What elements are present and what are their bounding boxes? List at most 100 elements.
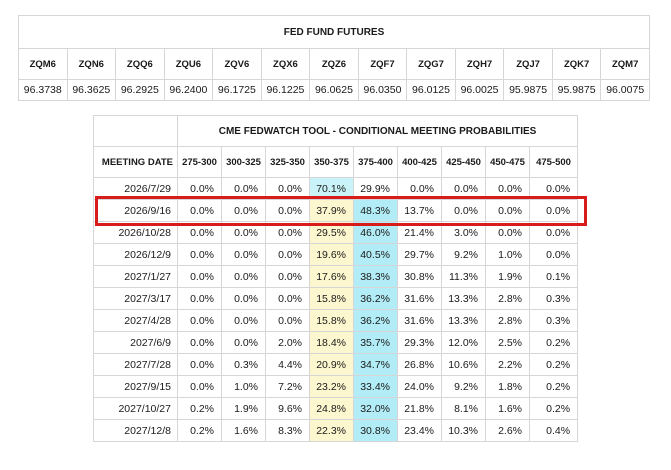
probability-cell: 9.2% — [441, 375, 486, 398]
probability-cell: 0.3% — [528, 309, 579, 332]
probability-cell: 20.9% — [309, 353, 354, 376]
probability-cell: 31.6% — [397, 287, 442, 310]
meeting-date: 2026/7/29 — [93, 177, 178, 200]
probability-cell: 0.0% — [221, 221, 266, 244]
probability-cell: 4.4% — [265, 353, 310, 376]
table-row: 2027/6/9 0.0% 0.0% 2.0% 18.4% 35.7% 29.3% 12.0%… — [93, 331, 579, 354]
probability-cell: 23.4% — [397, 419, 442, 442]
meeting-date: 2027/10/27 — [93, 397, 178, 420]
meeting-date-header: MEETING DATE — [93, 146, 178, 178]
probability-cell: 2.8% — [485, 287, 530, 310]
probability-cell: 2.8% — [485, 309, 530, 332]
probability-cell: 1.0% — [221, 375, 266, 398]
contract-header: ZQF7 — [357, 48, 408, 80]
probability-cell: 36.2% — [353, 309, 398, 332]
probability-cell: 0.0% — [177, 199, 222, 222]
probability-cell: 0.0% — [265, 221, 310, 244]
table-row: 2026/7/29 0.0% 0.0% 0.0% 70.1% 29.9% 0.0% 0.0% 0… — [93, 177, 579, 200]
probability-cell: 0.0% — [221, 309, 266, 332]
probability-cell: 0.0% — [528, 177, 579, 200]
probability-cell: 0.0% — [265, 243, 310, 266]
table-row: 2027/4/28 0.0% 0.0% 0.0% 15.8% 36.2% 31.6% 13.3… — [93, 309, 579, 332]
probability-cell: 30.8% — [397, 265, 442, 288]
probability-cell: 38.3% — [353, 265, 398, 288]
contract-price: 96.0350 — [357, 79, 408, 101]
probability-cell: 17.6% — [309, 265, 354, 288]
probability-cell: 0.0% — [221, 243, 266, 266]
probability-cell: 0.0% — [528, 199, 579, 222]
probability-cell: 0.0% — [441, 177, 486, 200]
corner-blank-cell — [93, 115, 178, 147]
probability-cell: 1.6% — [485, 397, 530, 420]
probability-cell: 0.0% — [177, 177, 222, 200]
probability-cell: 0.2% — [177, 397, 222, 420]
probability-cell: 48.3% — [353, 199, 398, 222]
rate-range-header: 425-450 — [441, 146, 486, 178]
probability-cell: 0.0% — [528, 243, 579, 266]
contract-header: ZQU6 — [163, 48, 214, 80]
probability-cell: 1.9% — [485, 265, 530, 288]
meeting-date: 2026/10/28 — [93, 221, 178, 244]
probability-cell: 33.4% — [353, 375, 398, 398]
meeting-date: 2027/12/8 — [93, 419, 178, 442]
probability-cell: 0.0% — [177, 287, 222, 310]
probability-cell: 0.2% — [177, 419, 222, 442]
probability-cell: 0.0% — [177, 353, 222, 376]
probability-cell: 0.3% — [528, 287, 579, 310]
probability-cell: 8.1% — [441, 397, 486, 420]
probability-cell: 0.0% — [485, 221, 530, 244]
meeting-date: 2027/6/9 — [93, 331, 178, 354]
probability-cell: 1.6% — [221, 419, 266, 442]
probability-cell: 0.0% — [177, 331, 222, 354]
table-row: 2027/3/17 0.0% 0.0% 0.0% 15.8% 36.2% 31.6% 13.3… — [93, 287, 579, 310]
contract-header: ZQN6 — [66, 48, 117, 80]
probability-cell: 40.5% — [353, 243, 398, 266]
contract-header: ZQM7 — [600, 48, 650, 80]
probability-cell: 0.0% — [528, 221, 579, 244]
meeting-date: 2026/12/9 — [93, 243, 178, 266]
probability-cell: 12.0% — [441, 331, 486, 354]
table-row: 2027/9/15 0.0% 1.0% 7.2% 23.2% 33.4% 24.0% 9.2%… — [93, 375, 579, 398]
probability-cell: 0.1% — [528, 265, 579, 288]
probability-cell: 0.0% — [177, 375, 222, 398]
table-row: 2026/9/16 0.0% 0.0% 0.0% 37.9% 48.3% 13.7% 0.0%… — [93, 199, 579, 222]
contract-header: ZQQ6 — [115, 48, 165, 80]
probability-cell: 0.2% — [528, 375, 579, 398]
contract-price: 96.0125 — [406, 79, 456, 101]
probability-cell: 0.0% — [177, 221, 222, 244]
contract-price: 96.0075 — [600, 79, 650, 101]
probability-cell: 31.6% — [397, 309, 442, 332]
probability-cell: 29.5% — [309, 221, 354, 244]
probability-cell: 2.6% — [485, 419, 530, 442]
probability-cell: 2.2% — [485, 353, 530, 376]
contract-header: ZQG7 — [406, 48, 456, 80]
probability-cell: 22.3% — [309, 419, 354, 442]
probability-cell: 0.0% — [265, 199, 310, 222]
probability-cell: 26.8% — [397, 353, 442, 376]
probability-cell: 2.0% — [265, 331, 310, 354]
probability-cell: 1.0% — [485, 243, 530, 266]
probability-cell: 46.0% — [353, 221, 398, 244]
probability-cell: 7.2% — [265, 375, 310, 398]
meeting-date: 2027/3/17 — [93, 287, 178, 310]
table-row: 2027/12/8 0.2% 1.6% 8.3% 22.3% 30.8% 23.4% 10.3… — [93, 419, 579, 442]
probability-cell: 15.8% — [309, 287, 354, 310]
probability-cell: 24.0% — [397, 375, 442, 398]
probability-cell: 0.2% — [528, 331, 579, 354]
contract-header: ZQV6 — [212, 48, 262, 80]
probability-cell: 0.2% — [528, 397, 579, 420]
probability-cell: 0.0% — [177, 265, 222, 288]
probability-cell: 23.2% — [309, 375, 354, 398]
probability-cell: 2.5% — [485, 331, 530, 354]
probability-cell: 13.7% — [397, 199, 442, 222]
contract-price: 95.9875 — [551, 79, 602, 101]
contract-price: 96.0625 — [309, 79, 359, 101]
probability-cell: 9.6% — [265, 397, 310, 420]
contract-price: 96.2400 — [163, 79, 214, 101]
fed-fund-futures-table: FED FUND FUTURES ZQM6 ZQN6 ZQQ6 ZQU6 ZQV6 ZQX… — [18, 15, 650, 101]
probability-cell: 21.4% — [397, 221, 442, 244]
probability-cell: 0.4% — [528, 419, 579, 442]
contract-price: 96.1225 — [260, 79, 311, 101]
probability-cell: 0.0% — [221, 265, 266, 288]
probability-cell: 1.9% — [221, 397, 266, 420]
